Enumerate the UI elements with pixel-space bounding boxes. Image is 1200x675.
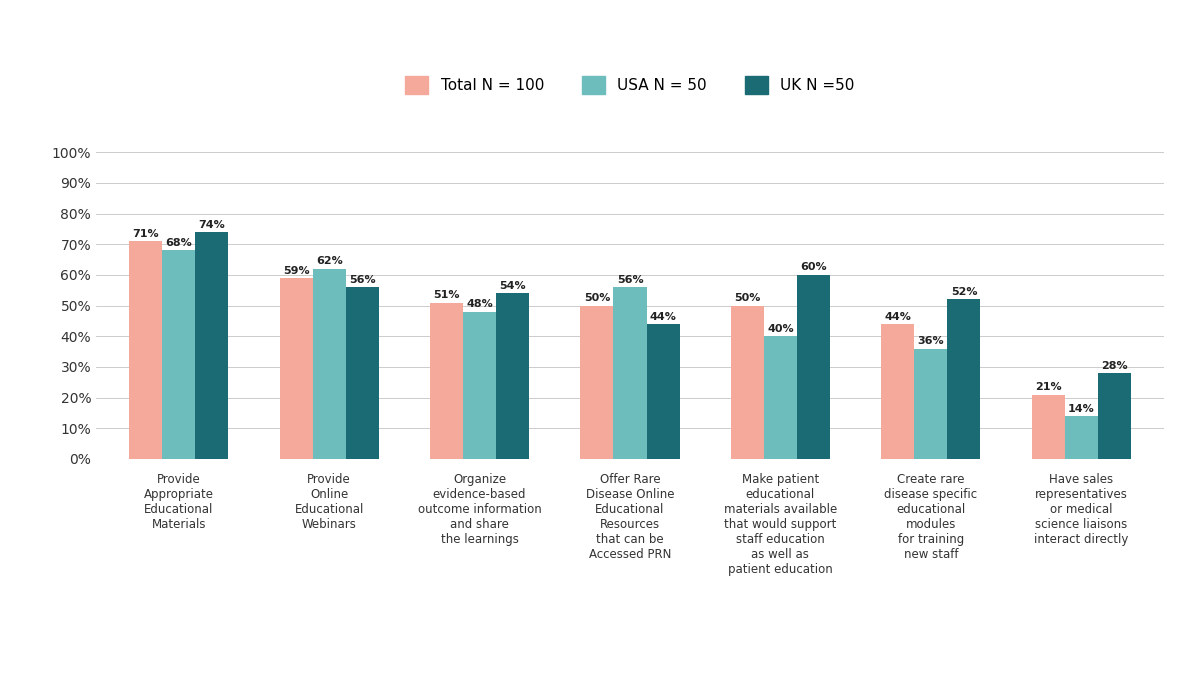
Bar	[346, 287, 379, 459]
Bar	[1064, 416, 1098, 459]
Bar	[162, 250, 196, 459]
Bar	[581, 306, 613, 459]
Bar	[1032, 395, 1064, 459]
Bar	[1098, 373, 1130, 459]
Text: 28%: 28%	[1102, 360, 1128, 371]
Text: 44%: 44%	[884, 312, 911, 321]
Bar	[797, 275, 830, 459]
Text: 14%: 14%	[1068, 404, 1094, 414]
Bar	[647, 324, 679, 459]
Bar	[764, 336, 797, 459]
Text: 54%: 54%	[499, 281, 526, 291]
Bar	[313, 269, 346, 459]
Legend: Total N = 100, USA N = 50, UK N =50: Total N = 100, USA N = 50, UK N =50	[397, 68, 863, 101]
Text: 62%: 62%	[316, 256, 342, 267]
Text: 56%: 56%	[617, 275, 643, 285]
Bar	[280, 278, 313, 459]
Bar	[613, 287, 647, 459]
Bar	[196, 232, 228, 459]
Bar	[947, 300, 980, 459]
Text: 60%: 60%	[800, 263, 827, 273]
Text: 52%: 52%	[950, 287, 977, 297]
Text: 50%: 50%	[734, 293, 761, 303]
Text: 56%: 56%	[349, 275, 376, 285]
Text: 48%: 48%	[467, 299, 493, 309]
Text: 59%: 59%	[283, 265, 310, 275]
Text: 74%: 74%	[198, 219, 226, 230]
Text: 36%: 36%	[918, 336, 944, 346]
Bar	[881, 324, 914, 459]
Text: 71%: 71%	[132, 229, 158, 239]
Bar	[496, 294, 529, 459]
Bar	[731, 306, 764, 459]
Bar	[463, 312, 496, 459]
Text: 68%: 68%	[166, 238, 192, 248]
Text: 51%: 51%	[433, 290, 460, 300]
Text: 44%: 44%	[649, 312, 677, 321]
Bar	[914, 348, 947, 459]
Bar	[130, 241, 162, 459]
Text: 50%: 50%	[583, 293, 610, 303]
Text: 21%: 21%	[1034, 382, 1062, 392]
Bar	[430, 302, 463, 459]
Text: 40%: 40%	[767, 324, 793, 334]
